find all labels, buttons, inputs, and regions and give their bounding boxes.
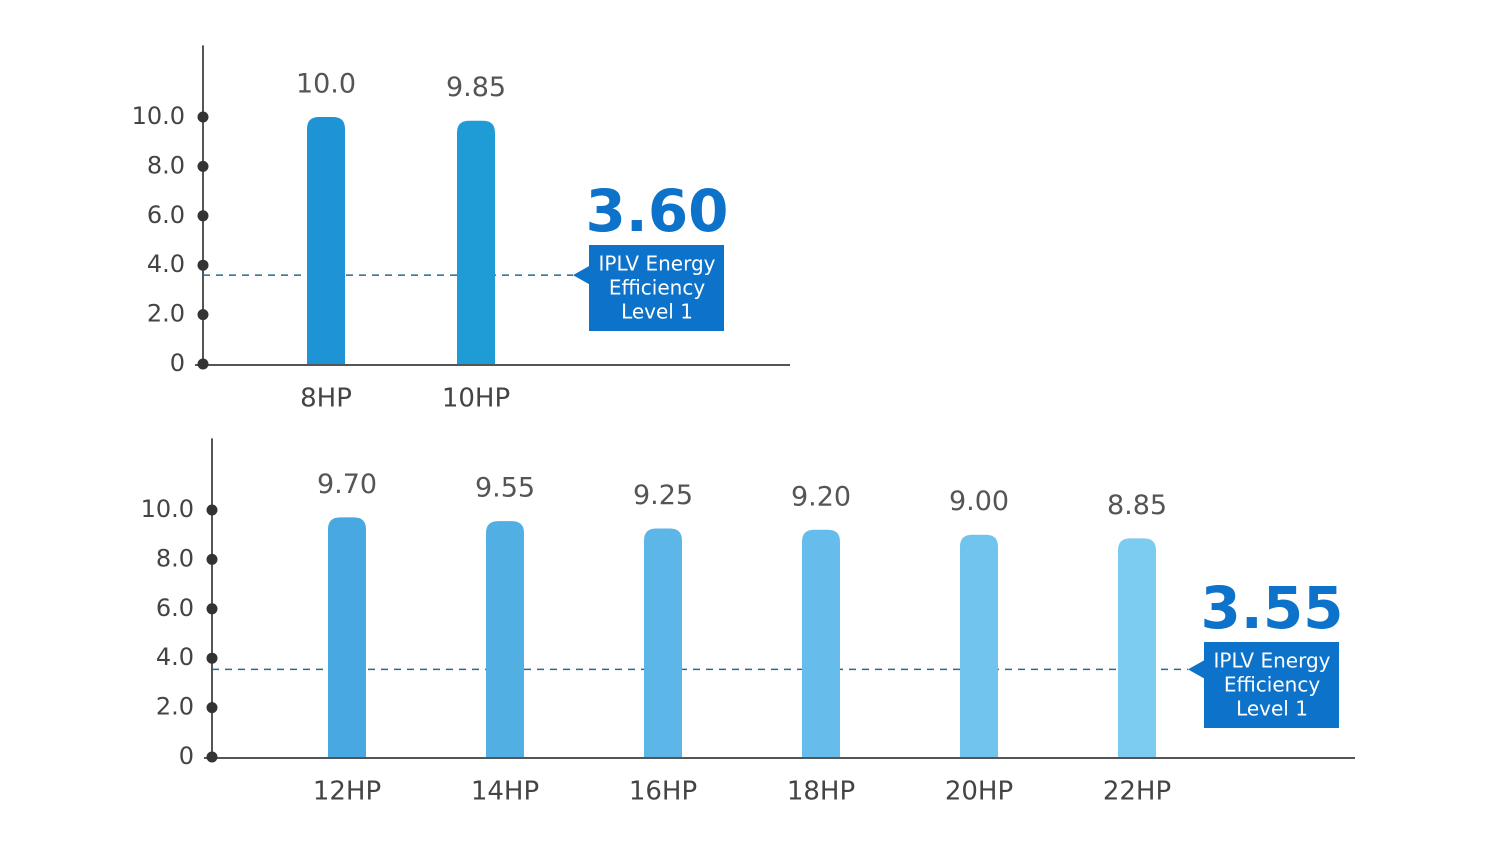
- tick-dot: [206, 504, 218, 516]
- value-label: 9.20: [791, 481, 851, 512]
- bar: [960, 534, 998, 757]
- note-box: [589, 245, 724, 331]
- reference-label: 3.55: [1200, 574, 1343, 642]
- bar: [328, 517, 366, 757]
- tick-dot: [206, 652, 218, 664]
- y-tick-label: 10.0: [141, 495, 194, 523]
- note-arrow: [1188, 660, 1204, 679]
- x-tick-label: 18HP: [787, 777, 855, 807]
- note-text: Efficiency: [1224, 673, 1321, 697]
- y-tick-label: 2.0: [156, 693, 194, 721]
- y-tick-label: 4.0: [147, 250, 185, 278]
- bar: [802, 529, 840, 757]
- y-tick-label: 2.0: [147, 300, 185, 328]
- tick-dot: [206, 603, 218, 615]
- value-label: 9.70: [317, 469, 377, 500]
- x-tick-label: 12HP: [313, 777, 381, 807]
- bar: [1118, 538, 1156, 757]
- x-tick-label: 20HP: [945, 777, 1013, 807]
- bar: [644, 528, 682, 757]
- value-label: 8.85: [1107, 490, 1167, 521]
- y-tick-label: 10.0: [132, 102, 185, 130]
- tick-dot: [206, 702, 218, 714]
- y-tick-label: 6.0: [156, 594, 194, 622]
- x-tick-label: 8HP: [300, 384, 352, 414]
- x-tick-label: 16HP: [629, 777, 697, 807]
- tick-dot: [206, 751, 218, 763]
- y-tick-label: 6.0: [147, 201, 185, 229]
- tick-dot: [197, 309, 209, 321]
- value-label: 9.85: [446, 72, 506, 103]
- y-tick-label: 0: [179, 742, 194, 770]
- reference-label: 3.60: [585, 177, 728, 245]
- value-label: 9.55: [475, 473, 535, 504]
- note-text: Level 1: [621, 300, 693, 324]
- tick-dot: [197, 111, 209, 123]
- tick-dot: [197, 358, 209, 370]
- y-tick-label: 4.0: [156, 643, 194, 671]
- tick-dot: [197, 160, 209, 172]
- value-label: 9.25: [633, 480, 693, 511]
- note-text: Efficiency: [609, 276, 706, 300]
- note-text: Level 1: [1236, 697, 1308, 721]
- tick-dot: [206, 553, 218, 565]
- x-tick-label: 22HP: [1103, 777, 1171, 807]
- x-tick-label: 10HP: [442, 384, 510, 414]
- bar: [486, 521, 524, 757]
- y-tick-label: 8.0: [147, 151, 185, 179]
- value-label: 10.0: [296, 69, 356, 100]
- note-arrow: [573, 266, 589, 285]
- note-text: IPLV Energy: [599, 252, 716, 276]
- bar: [457, 120, 495, 364]
- tick-dot: [197, 210, 209, 222]
- y-tick-label: 8.0: [156, 544, 194, 572]
- value-label: 9.00: [949, 486, 1009, 517]
- y-tick-label: 0: [170, 349, 185, 377]
- note-box: [1204, 642, 1339, 728]
- x-tick-label: 14HP: [471, 777, 539, 807]
- note-text: IPLV Energy: [1214, 649, 1331, 673]
- bar: [307, 117, 345, 364]
- tick-dot: [197, 259, 209, 271]
